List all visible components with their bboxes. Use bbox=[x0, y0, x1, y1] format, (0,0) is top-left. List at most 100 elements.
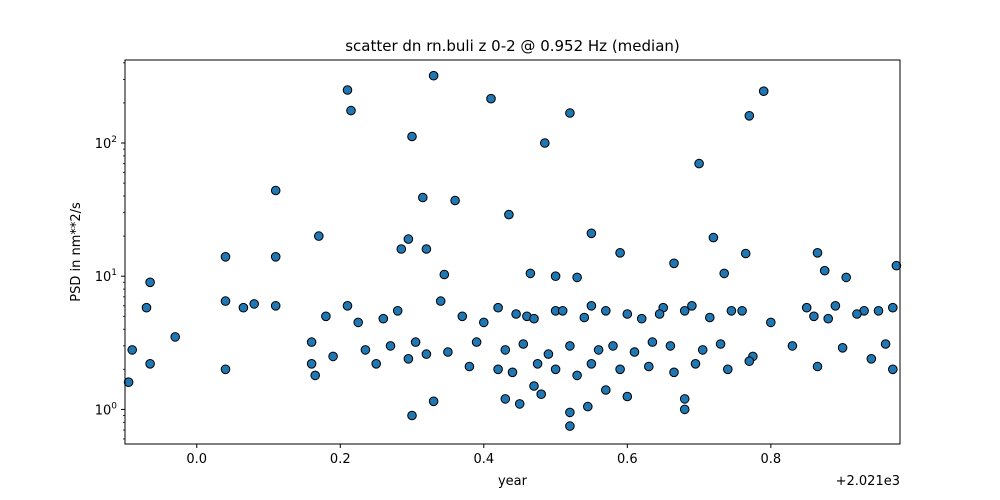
scatter-point bbox=[687, 301, 697, 311]
scatter-point bbox=[170, 332, 180, 342]
scatter-point bbox=[679, 394, 690, 404]
scatter-point bbox=[421, 244, 432, 254]
scatter-point bbox=[601, 306, 611, 316]
scatter-point bbox=[852, 309, 862, 319]
scatter-point bbox=[141, 302, 152, 313]
scatter-point bbox=[644, 361, 654, 372]
scatter-point bbox=[439, 269, 450, 280]
scatter-point bbox=[371, 359, 382, 369]
scatter-point bbox=[705, 312, 715, 323]
scatter-point bbox=[435, 296, 446, 306]
scatter-point bbox=[500, 394, 511, 404]
scatter-point bbox=[744, 111, 755, 121]
scatter-point bbox=[586, 301, 597, 311]
scatter-point bbox=[888, 302, 898, 313]
scatter-point bbox=[127, 345, 137, 355]
scatter-point bbox=[342, 301, 353, 311]
scatter-point bbox=[690, 359, 701, 369]
scatter-point bbox=[801, 302, 812, 313]
scatter-point bbox=[493, 364, 503, 375]
scatter-point bbox=[504, 209, 514, 220]
scatter-point bbox=[525, 268, 536, 279]
scatter-point bbox=[471, 337, 482, 347]
x-tick-label: 0.8 bbox=[760, 452, 781, 467]
x-tick-label: 0.6 bbox=[617, 452, 638, 467]
scatter-point bbox=[719, 268, 730, 279]
scatter-point bbox=[812, 361, 823, 372]
scatter-point bbox=[518, 339, 529, 349]
scatter-point bbox=[586, 359, 597, 369]
scatter-point bbox=[694, 158, 704, 169]
scatter-point bbox=[450, 195, 460, 206]
scatter-point bbox=[403, 354, 414, 364]
scatter-point bbox=[443, 347, 453, 357]
scatter-point bbox=[328, 351, 338, 362]
scatter-point bbox=[708, 232, 719, 243]
scatter-point bbox=[270, 185, 281, 196]
scatter-point bbox=[615, 248, 625, 258]
scatter-point bbox=[457, 311, 468, 322]
scatter-point bbox=[841, 272, 852, 283]
x-tick-label: 0.2 bbox=[330, 452, 351, 467]
scatter-point bbox=[593, 345, 604, 355]
scatter-point bbox=[758, 86, 769, 96]
scatter-point bbox=[407, 410, 417, 421]
scatter-point bbox=[622, 391, 633, 402]
scatter-point bbox=[540, 138, 550, 148]
y-tick-label: 100 bbox=[95, 401, 118, 418]
scatter-point bbox=[507, 367, 518, 378]
scatter-point bbox=[669, 258, 679, 269]
scatter-point bbox=[310, 370, 321, 381]
scatter-point bbox=[511, 309, 521, 319]
scatter-point bbox=[486, 93, 496, 104]
scatter-point bbox=[249, 299, 259, 309]
scatter-point bbox=[360, 345, 371, 355]
scatter-point bbox=[378, 313, 389, 324]
x-axis-ticks: 0.0 0.2 0.4 0.6 0.8 bbox=[186, 444, 781, 467]
scatter-point bbox=[744, 356, 755, 367]
scatter-point bbox=[647, 337, 658, 347]
scatter-point bbox=[565, 341, 575, 351]
scatter-point bbox=[809, 311, 819, 322]
x-axis-label: year bbox=[498, 474, 528, 489]
data-points bbox=[123, 70, 902, 431]
scatter-point bbox=[396, 244, 407, 254]
scatter-point bbox=[565, 108, 575, 118]
scatter-point bbox=[550, 271, 561, 282]
scatter-point bbox=[306, 359, 317, 369]
scatter-point bbox=[145, 277, 155, 288]
scatter-point bbox=[403, 234, 414, 244]
scatter-point bbox=[669, 367, 679, 378]
scatter-point bbox=[579, 312, 590, 323]
scatter-point bbox=[665, 341, 676, 351]
scatter-point bbox=[766, 317, 776, 328]
x-tick-label: 0.0 bbox=[186, 452, 207, 467]
scatter-point bbox=[583, 401, 593, 412]
chart-title: scatter dn rn.buli z 0-2 @ 0.952 Hz (med… bbox=[345, 37, 680, 55]
y-axis-ticks: 100 101 102 bbox=[95, 62, 125, 440]
scatter-point bbox=[493, 302, 503, 313]
scatter-point bbox=[392, 306, 403, 316]
x-tick-label: 0.4 bbox=[473, 452, 494, 467]
scatter-point bbox=[880, 339, 891, 349]
scatter-point bbox=[565, 407, 575, 418]
scatter-point bbox=[723, 364, 733, 375]
scatter-point bbox=[532, 359, 543, 369]
scatter-point bbox=[873, 306, 884, 316]
scatter-point bbox=[629, 347, 640, 357]
scatter-point bbox=[819, 265, 830, 276]
scatter-point bbox=[715, 339, 726, 349]
scatter-point bbox=[346, 105, 356, 116]
scatter-point bbox=[837, 343, 848, 353]
scatter-point bbox=[550, 364, 561, 375]
scatter-point bbox=[514, 399, 525, 409]
scatter-point bbox=[557, 306, 568, 316]
scatter-point bbox=[464, 361, 475, 372]
scatter-point bbox=[679, 306, 690, 316]
scatter-point bbox=[823, 313, 834, 324]
scatter-point bbox=[270, 301, 281, 311]
scatter-point bbox=[500, 345, 511, 355]
scatter-point bbox=[314, 231, 324, 241]
scatter-point bbox=[220, 364, 231, 375]
